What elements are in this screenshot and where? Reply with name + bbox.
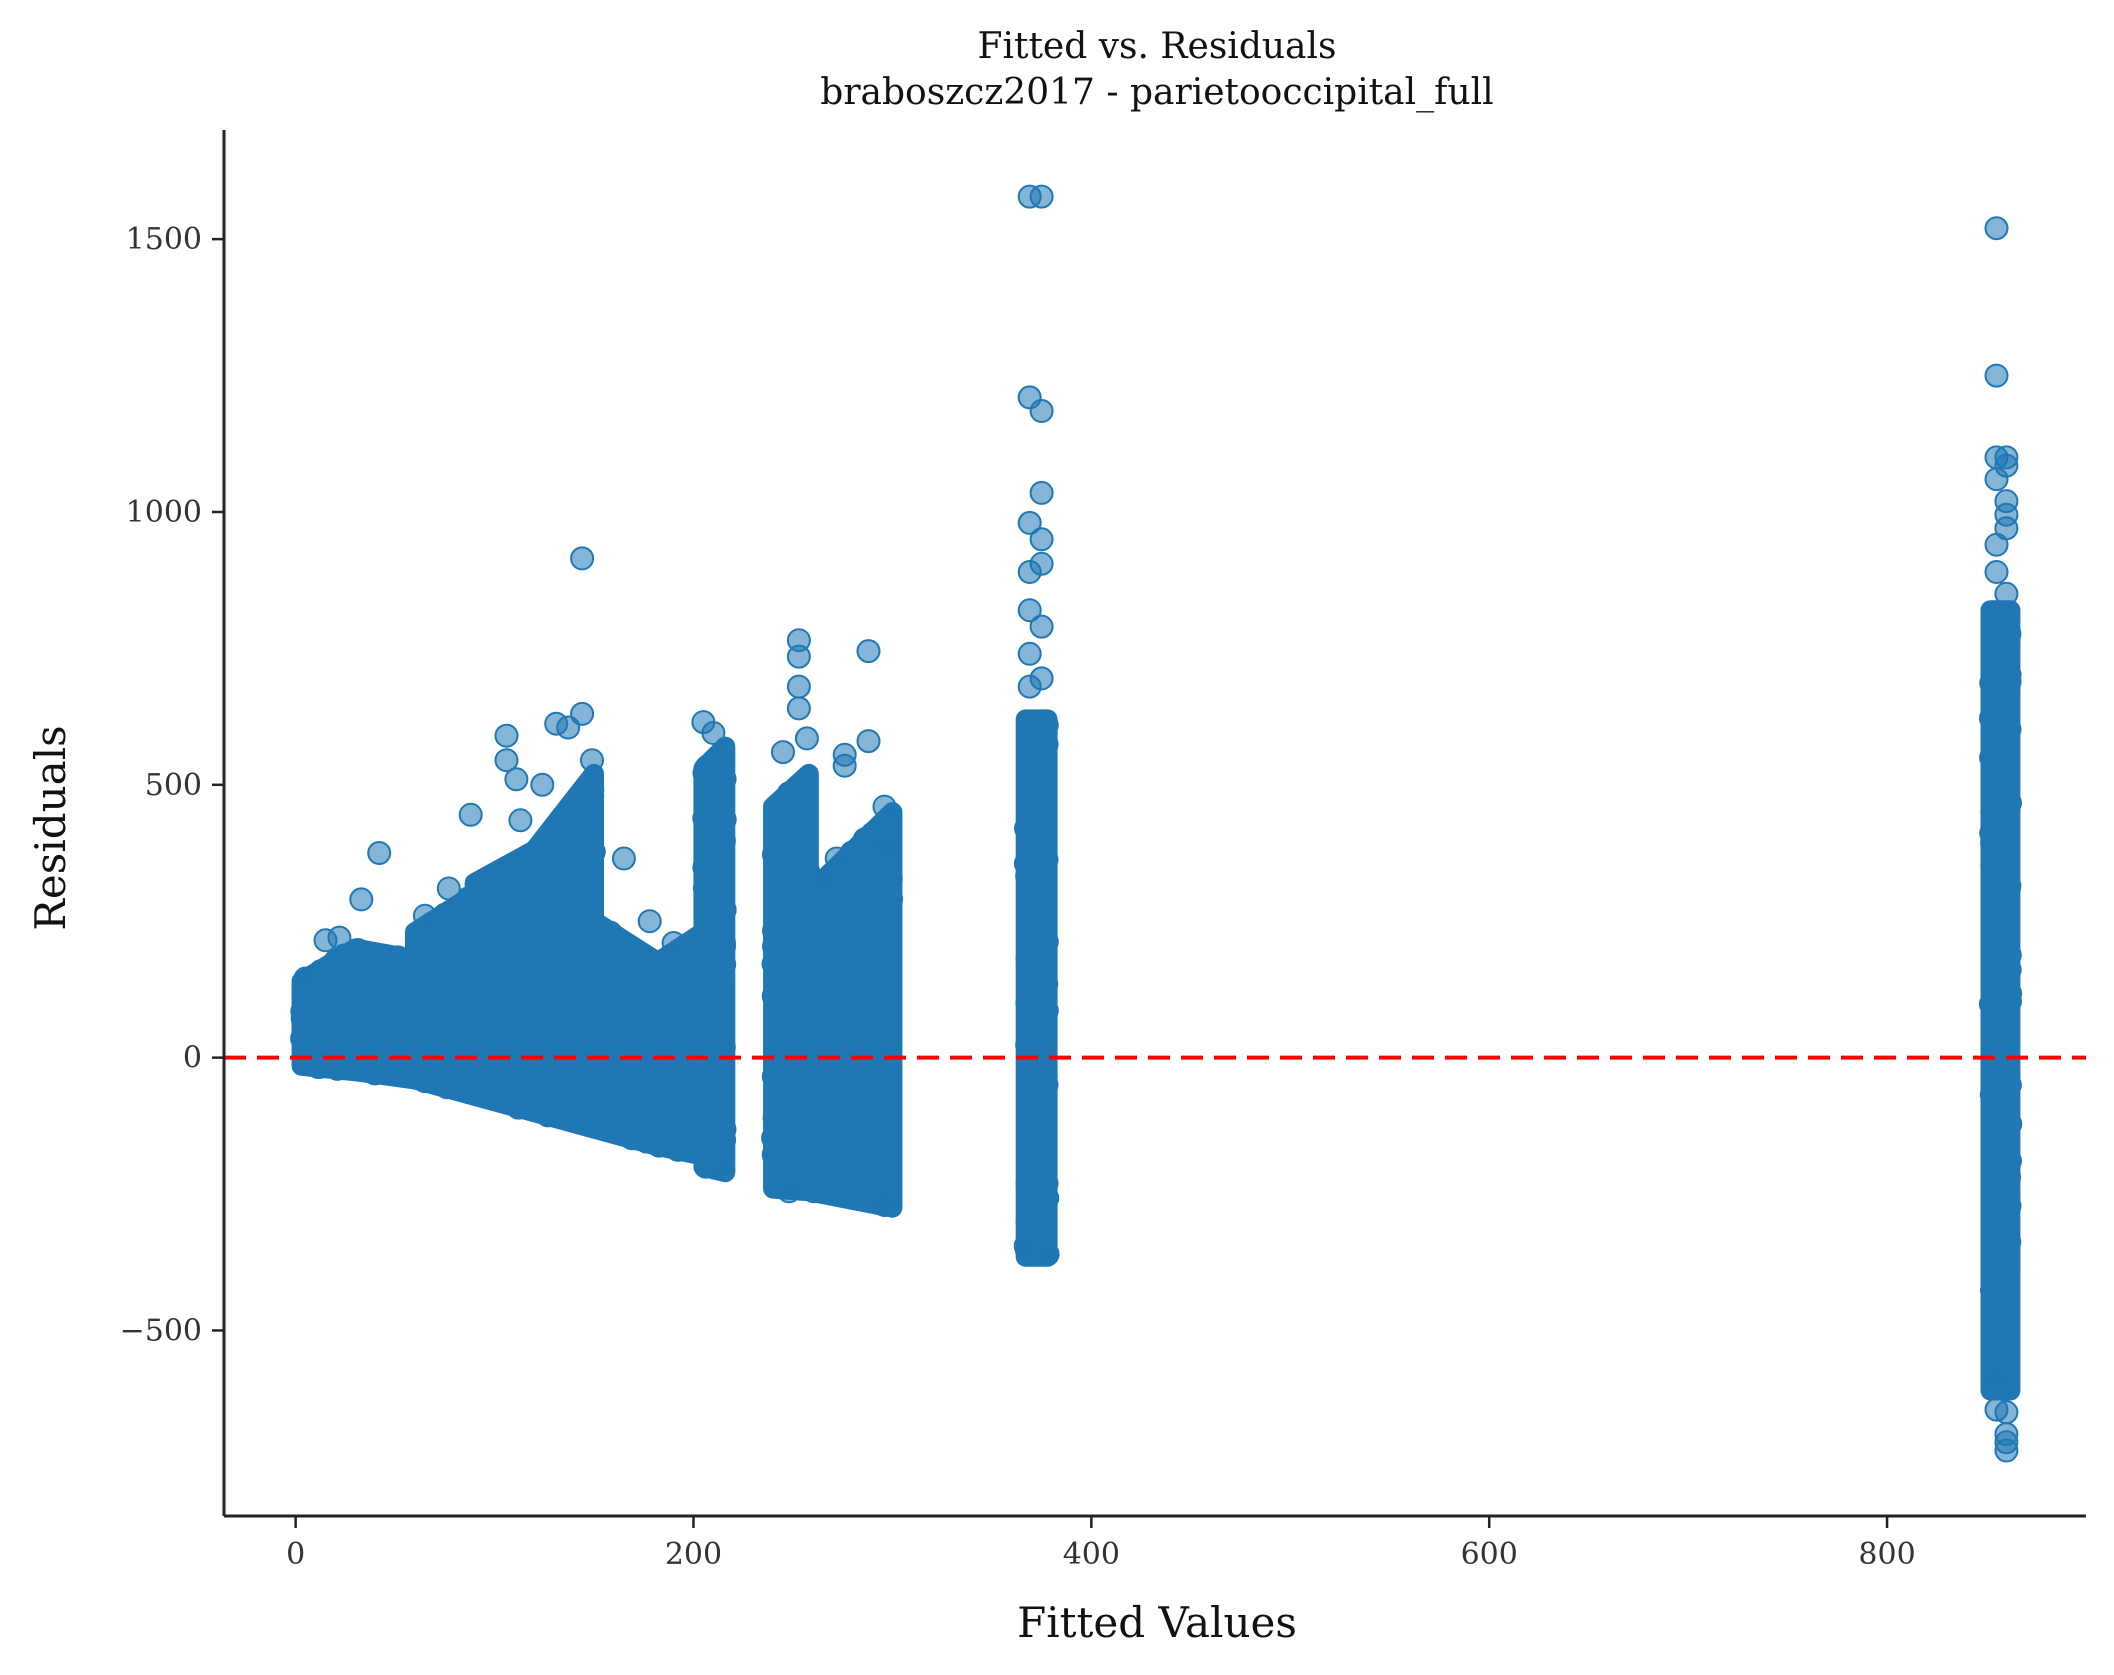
point-cluster	[1013, 709, 1060, 1267]
data-point	[570, 701, 595, 726]
y-tick-label: 1000	[126, 495, 202, 530]
chart-title: Fitted vs. Residuals	[978, 26, 1337, 67]
data-point	[824, 846, 849, 871]
x-axis-label: Fitted Values	[1017, 1598, 1297, 1647]
data-point	[494, 748, 519, 773]
data-point	[1984, 467, 2009, 492]
data-point	[1017, 598, 1042, 623]
x-tick-label: 400	[1063, 1537, 1120, 1572]
y-tick-label: 500	[145, 768, 202, 803]
data-point	[293, 966, 318, 991]
x-tick-label: 200	[665, 1537, 722, 1572]
data-point	[508, 808, 533, 833]
data-point	[530, 772, 555, 797]
data-point	[1984, 560, 2009, 584]
data-point	[786, 644, 811, 669]
data-point	[771, 740, 795, 765]
data-point	[661, 931, 686, 955]
data-point	[777, 1179, 801, 1204]
data-point	[611, 846, 636, 871]
data-point	[1984, 363, 2009, 388]
data-point	[1984, 1364, 2009, 1389]
data-point	[701, 721, 726, 745]
y-tick-label: −500	[120, 1313, 202, 1348]
data-point	[1984, 532, 2009, 557]
data-point	[349, 887, 374, 912]
data-point	[1017, 641, 1042, 666]
data-point	[1013, 1233, 1038, 1258]
data-point	[412, 903, 437, 928]
data-point	[794, 726, 819, 751]
data-point	[1017, 510, 1042, 535]
data-point	[856, 729, 881, 754]
data-point	[637, 909, 662, 934]
y-tick-label: 1500	[126, 222, 202, 257]
data-point	[786, 674, 811, 699]
data-point	[1035, 1242, 1060, 1267]
data-point	[1029, 184, 1054, 209]
x-tick-label: 600	[1461, 1537, 1518, 1572]
data-point	[872, 794, 897, 819]
data-points	[290, 184, 2023, 1463]
data-point	[856, 639, 881, 664]
data-point	[1029, 480, 1054, 505]
data-point	[327, 925, 352, 950]
y-axis-label: Residuals	[26, 725, 75, 930]
data-point	[504, 767, 529, 792]
data-point	[436, 876, 461, 901]
data-point	[1984, 216, 2009, 241]
chart-subtitle: braboszcz2017 - parietooccipital_full	[820, 72, 1493, 113]
data-point	[1994, 1438, 2019, 1463]
point-cluster	[692, 736, 737, 1183]
data-point	[494, 723, 519, 748]
data-point	[1017, 674, 1042, 699]
x-tick-label: 800	[1858, 1537, 1915, 1572]
point-cluster	[796, 802, 904, 1218]
data-point	[580, 748, 604, 773]
axes: 0 200 400 600 800 −500 0 500 1000 1500	[120, 130, 2086, 1572]
data-point	[570, 546, 595, 571]
data-point	[872, 1193, 897, 1217]
data-point	[1994, 1400, 2019, 1425]
data-point	[1029, 614, 1054, 639]
data-point	[1029, 527, 1054, 552]
dense-point-band	[693, 736, 736, 1183]
dense-point-band	[1015, 709, 1058, 1267]
dense-point-band	[1980, 600, 2021, 1401]
y-tick-label: 0	[183, 1041, 202, 1076]
x-tick-label: 0	[286, 1537, 305, 1572]
data-point	[1017, 560, 1042, 584]
data-point	[812, 868, 837, 893]
data-point	[711, 1157, 736, 1182]
data-point	[1029, 399, 1054, 423]
data-point	[872, 835, 897, 860]
data-point	[367, 841, 392, 865]
point-cluster	[1978, 600, 2023, 1401]
data-point	[458, 802, 483, 827]
data-point	[786, 696, 811, 721]
data-point	[832, 753, 857, 778]
point-cluster	[462, 840, 545, 1123]
data-point	[1994, 581, 2019, 606]
